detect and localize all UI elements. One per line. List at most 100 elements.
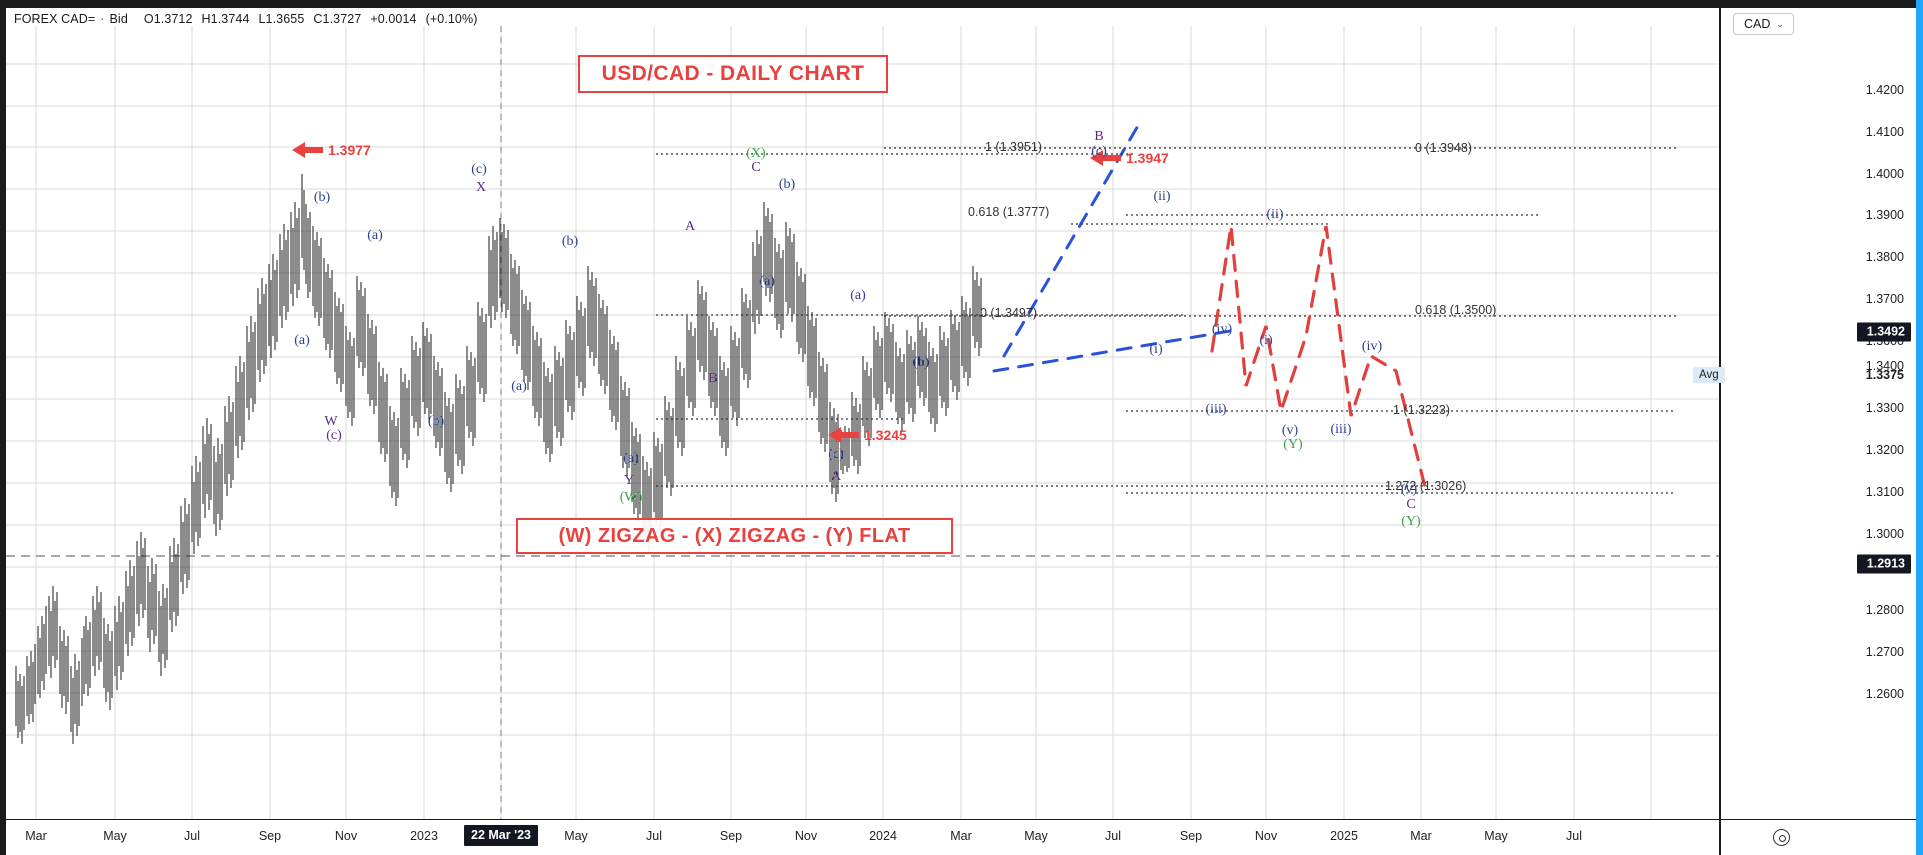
wave-label-b-16: (b) xyxy=(778,177,796,192)
price-tick: 1.3000 xyxy=(1865,527,1904,541)
chevron-down-icon: ⌄ xyxy=(1776,18,1784,29)
callout-value: 1.3245 xyxy=(864,427,907,443)
blue-trendline-upper xyxy=(1002,122,1141,358)
time-tick: Nov xyxy=(334,829,358,843)
chart-subtitle-annotation: (W) ZIGZAG - (X) ZIGZAG - (Y) FLAT xyxy=(516,518,953,554)
time-tick: Sep xyxy=(258,829,282,843)
arrow-left-icon xyxy=(292,142,305,158)
high-value: H1.3744 xyxy=(201,12,250,26)
arrow-left-icon xyxy=(828,427,841,443)
price-tick: 1.3400 xyxy=(1865,359,1904,373)
wave-label-v-35: (v) xyxy=(1400,482,1418,497)
ohlc-header: FOREX CAD= · Bid O1.3712 H1.3744 L1.3655… xyxy=(14,10,486,28)
wave-label-a-4: (a) xyxy=(367,228,383,243)
time-tick: Mar xyxy=(950,829,972,843)
chart-title-annotation: USD/CAD - DAILY CHART xyxy=(578,55,888,93)
window-right-frame xyxy=(1916,0,1923,855)
time-tick: 2023 xyxy=(410,829,438,843)
price-tick: 1.2800 xyxy=(1865,603,1904,617)
red-projection-path xyxy=(1210,225,1428,493)
chart-plot-area[interactable] xyxy=(6,26,1719,819)
date-marker-badge: 22 Mar '23 xyxy=(464,825,538,846)
time-tick: 2024 xyxy=(869,829,897,843)
wave-label-x-8: X xyxy=(475,180,487,195)
fib-label-0-1-3497: 0 (1.3497) xyxy=(980,306,1037,320)
wave-label-b-9: (b) xyxy=(561,234,579,249)
time-tick: Nov xyxy=(1254,829,1278,843)
callout-value: 1.3947 xyxy=(1126,150,1169,166)
price-axis[interactable]: CAD ⌄ 1.4200 1.4100 1.4000 1.3900 1.3800… xyxy=(1693,8,1916,819)
wave-label-i-30: (i) xyxy=(1259,333,1273,348)
window-top-frame xyxy=(0,0,1923,8)
level-badge-1-2913: 1.2913 xyxy=(1856,554,1911,574)
wave-label-a-20: A xyxy=(830,469,842,484)
time-tick: Jul xyxy=(1105,829,1121,843)
callout-value: 1.3977 xyxy=(328,142,371,158)
wave-label-iv-34: (iv) xyxy=(1361,339,1383,354)
time-tick: Mar xyxy=(1410,829,1432,843)
time-tick: Jul xyxy=(646,829,662,843)
arrow-tail xyxy=(841,432,859,438)
arrow-tail xyxy=(305,147,323,153)
price-tick: 1.4200 xyxy=(1865,83,1904,97)
close-value: C1.3727 xyxy=(313,12,362,26)
wave-label-y-37: (Y) xyxy=(1401,514,1421,529)
wave-label-b-1: (b) xyxy=(313,190,331,205)
wave-label-a-6: (a) xyxy=(511,379,527,394)
wave-label-c-19: (c) xyxy=(828,447,844,462)
average-price-value: 1.3375 xyxy=(1865,368,1904,382)
open-value: O1.3712 xyxy=(143,12,193,26)
wave-label-a-13: A xyxy=(684,219,696,234)
time-tick: Jul xyxy=(1566,829,1582,843)
symbol-label[interactable]: FOREX CAD= xyxy=(14,12,96,26)
time-axis[interactable]: Mar May Jul Sep Nov 2023 Mar 22 Mar '23 … xyxy=(6,819,1719,855)
time-tick: Mar xyxy=(25,829,47,843)
wave-label-y-11: Y xyxy=(623,473,635,488)
wave-label-c-2: (c) xyxy=(326,428,342,443)
wave-label-a-0: (a) xyxy=(294,333,310,348)
fib-label-1-1-3223: 1 (1.3223) xyxy=(1393,403,1450,417)
time-tick: Sep xyxy=(1179,829,1203,843)
change-value: +0.0014 xyxy=(370,12,417,26)
low-value: L1.3655 xyxy=(258,12,305,26)
wave-label-b-5: (b) xyxy=(427,414,445,429)
wave-label-i-25: (i) xyxy=(1149,342,1163,357)
average-chip: Avg xyxy=(1693,367,1725,383)
time-tick: May xyxy=(1024,829,1048,843)
price-tick: 1.3700 xyxy=(1865,292,1904,306)
time-tick: May xyxy=(564,829,588,843)
wave-label-v-31: (v) xyxy=(1281,423,1299,438)
price-axis-divider xyxy=(1719,8,1720,855)
price-tick: 1.3800 xyxy=(1865,250,1904,264)
wave-label-iii-28: (iii) xyxy=(1205,402,1227,417)
wave-label-iii-33: (iii) xyxy=(1330,422,1352,437)
price-bars xyxy=(15,174,982,744)
wave-label-a-15: (a) xyxy=(759,274,775,289)
fib-label-0618-1-3777: 0.618 (1.3777) xyxy=(968,205,1050,219)
change-percent-value: (+0.10%) xyxy=(425,12,478,26)
price-tick: 1.3200 xyxy=(1865,443,1904,457)
time-tick: 2025 xyxy=(1330,829,1358,843)
price-tick: 1.4000 xyxy=(1865,167,1904,181)
time-tick: May xyxy=(1484,829,1508,843)
fib-level-lines-right xyxy=(884,147,1676,494)
wave-label-ii-27: (ii) xyxy=(1266,207,1284,222)
axis-corner-panel xyxy=(1720,819,1916,855)
wave-label-w-3: W xyxy=(324,414,338,429)
fib-level-lines-left xyxy=(656,153,1436,487)
price-tick: 1.2600 xyxy=(1865,687,1904,701)
price-tick: 1.3900 xyxy=(1865,208,1904,222)
wave-label-iv-29: (iv) xyxy=(1211,322,1233,337)
currency-selector-button[interactable]: CAD ⌄ xyxy=(1733,13,1794,35)
wave-label-b-14: B xyxy=(708,371,718,386)
settings-gear-icon[interactable] xyxy=(1773,829,1790,846)
fib-label-1272-1-3026: 1.272 (1.3026) xyxy=(1385,479,1467,493)
wave-label-y-32: (Y) xyxy=(1283,437,1303,452)
wave-label-c-17: C xyxy=(751,160,761,175)
fib-label-0-1-3948: 0 (1.3948) xyxy=(1415,141,1472,155)
wave-label-x-18: (X) xyxy=(746,146,766,161)
quote-type-label: Bid xyxy=(109,12,128,26)
fib-label-0618-1-3500: 0.618 (1.3500) xyxy=(1415,303,1497,317)
price-tick: 1.3300 xyxy=(1865,401,1904,415)
